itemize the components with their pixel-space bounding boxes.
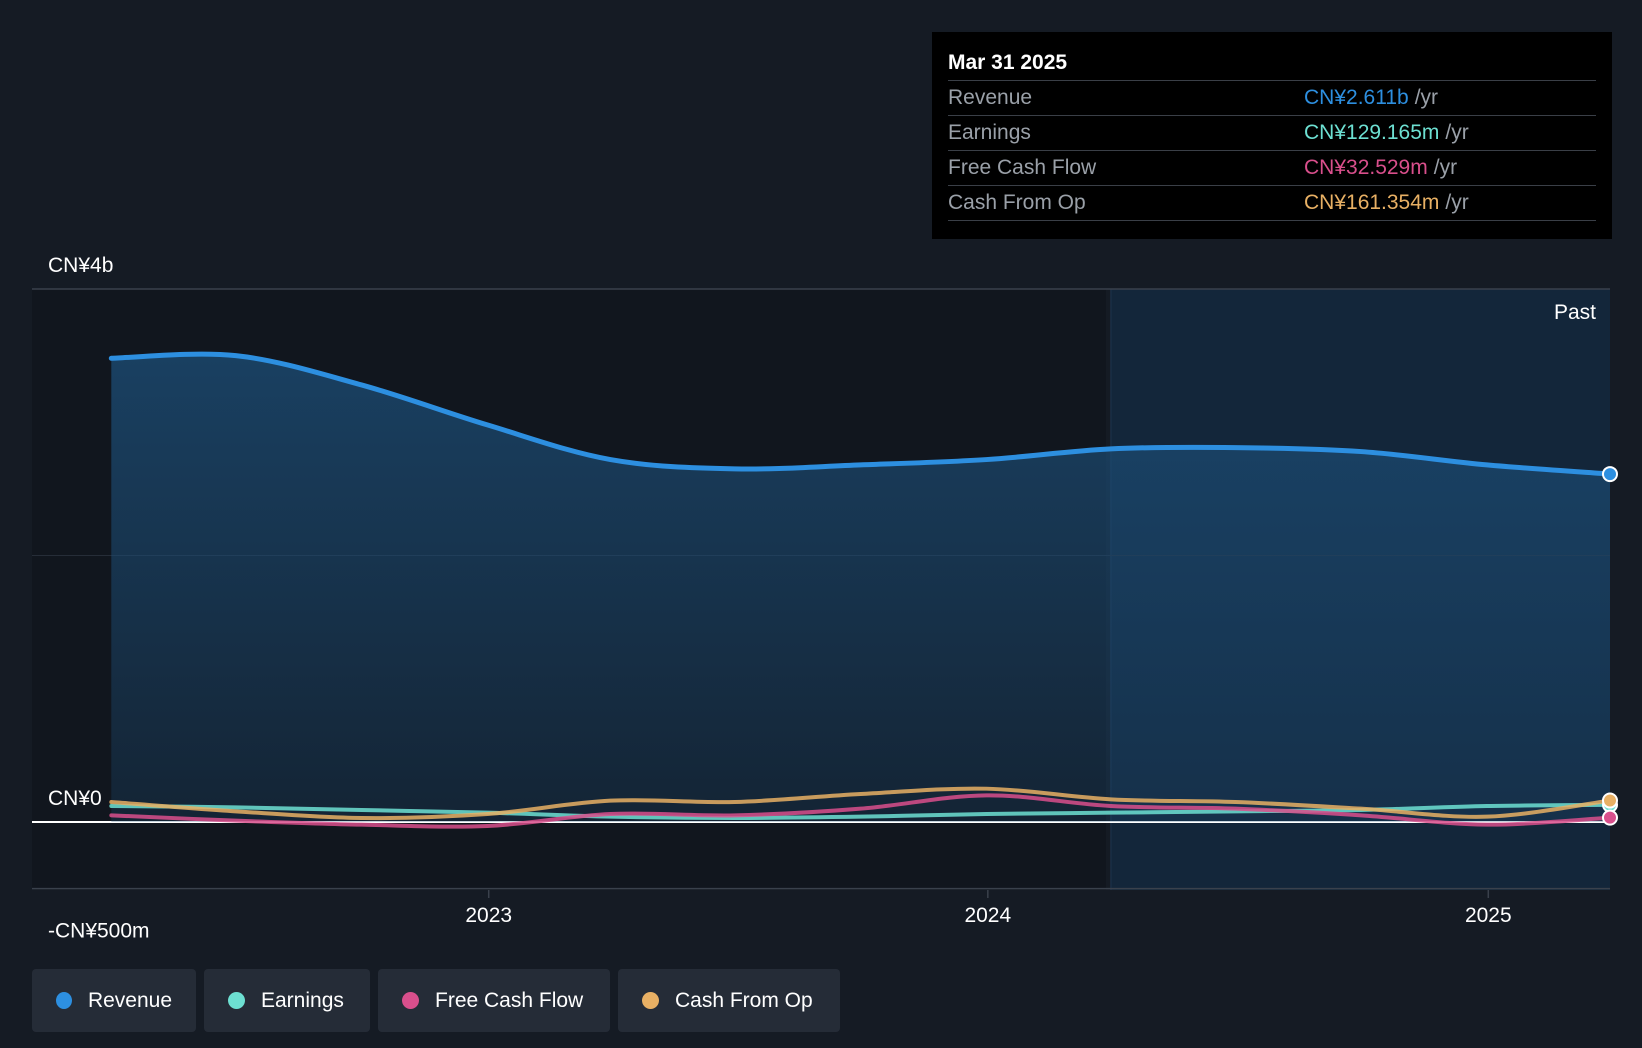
revenue-end-point (1602, 466, 1618, 483)
legend-item-cash-from-op[interactable]: Cash From Op (618, 969, 840, 1032)
tooltip-unit: /yr (1445, 121, 1469, 144)
tooltip-row-revenue: Revenue CN¥2.611b /yr (948, 81, 1596, 116)
legend-item-earnings[interactable]: Earnings (204, 969, 370, 1032)
tooltip: Mar 31 2025 Revenue CN¥2.611b /yr Earnin… (932, 32, 1612, 239)
tooltip-value: CN¥161.354m (1304, 191, 1440, 214)
free-cash-flow-line (109, 793, 1612, 829)
past-label: Past (1553, 301, 1596, 324)
legend-label: Cash From Op (675, 988, 813, 1012)
tooltip-date: Mar 31 2025 (948, 46, 1596, 81)
tooltip-value: CN¥129.165m (1304, 121, 1440, 144)
tooltip-value: CN¥2.611b (1304, 86, 1409, 109)
tooltip-unit: /yr (1445, 191, 1469, 214)
revenue-dot-icon (56, 992, 72, 1009)
free-cash-flow-dot-icon (402, 992, 419, 1009)
x-tick-label: 2024 (964, 904, 1011, 927)
tooltip-label: Free Cash Flow (948, 156, 1097, 179)
legend-label: Revenue (87, 988, 172, 1012)
tooltip-label: Revenue (948, 86, 1033, 109)
y-tick-label: -CN¥500m (48, 920, 150, 943)
tooltip-row-cash-from-op: Cash From Op CN¥161.354m /yr (948, 186, 1596, 221)
y-tick-label: CN¥0 (48, 787, 102, 810)
y-tick-label: CN¥4b (48, 254, 113, 277)
cash-from-op-dot-icon (642, 992, 659, 1009)
tooltip-row-free-cash-flow: Free Cash Flow CN¥32.529m /yr (948, 151, 1596, 186)
cash-from-op-end-point (1602, 792, 1618, 809)
legend-item-free-cash-flow[interactable]: Free Cash Flow (378, 969, 610, 1032)
x-tick-label: 2025 (1465, 904, 1512, 927)
tooltip-label: Cash From Op (948, 191, 1086, 214)
tooltip-row-earnings: Earnings CN¥129.165m /yr (948, 116, 1596, 151)
legend-label: Free Cash Flow (435, 988, 584, 1012)
legend-label: Earnings (261, 988, 344, 1012)
free-cash-flow-end-point (1602, 809, 1618, 826)
tooltip-unit: /yr (1414, 86, 1439, 109)
revenue-line (108, 351, 1613, 477)
tooltip-unit: /yr (1433, 156, 1458, 179)
earnings-dot-icon (228, 992, 245, 1009)
legend-item-revenue[interactable]: Revenue (32, 969, 196, 1032)
tooltip-label: Earnings (948, 121, 1031, 144)
tooltip-value: CN¥32.529m (1304, 156, 1428, 179)
cash-from-op-line (109, 786, 1612, 821)
revenue-area (111, 354, 1611, 822)
x-tick-label: 2023 (465, 904, 512, 927)
